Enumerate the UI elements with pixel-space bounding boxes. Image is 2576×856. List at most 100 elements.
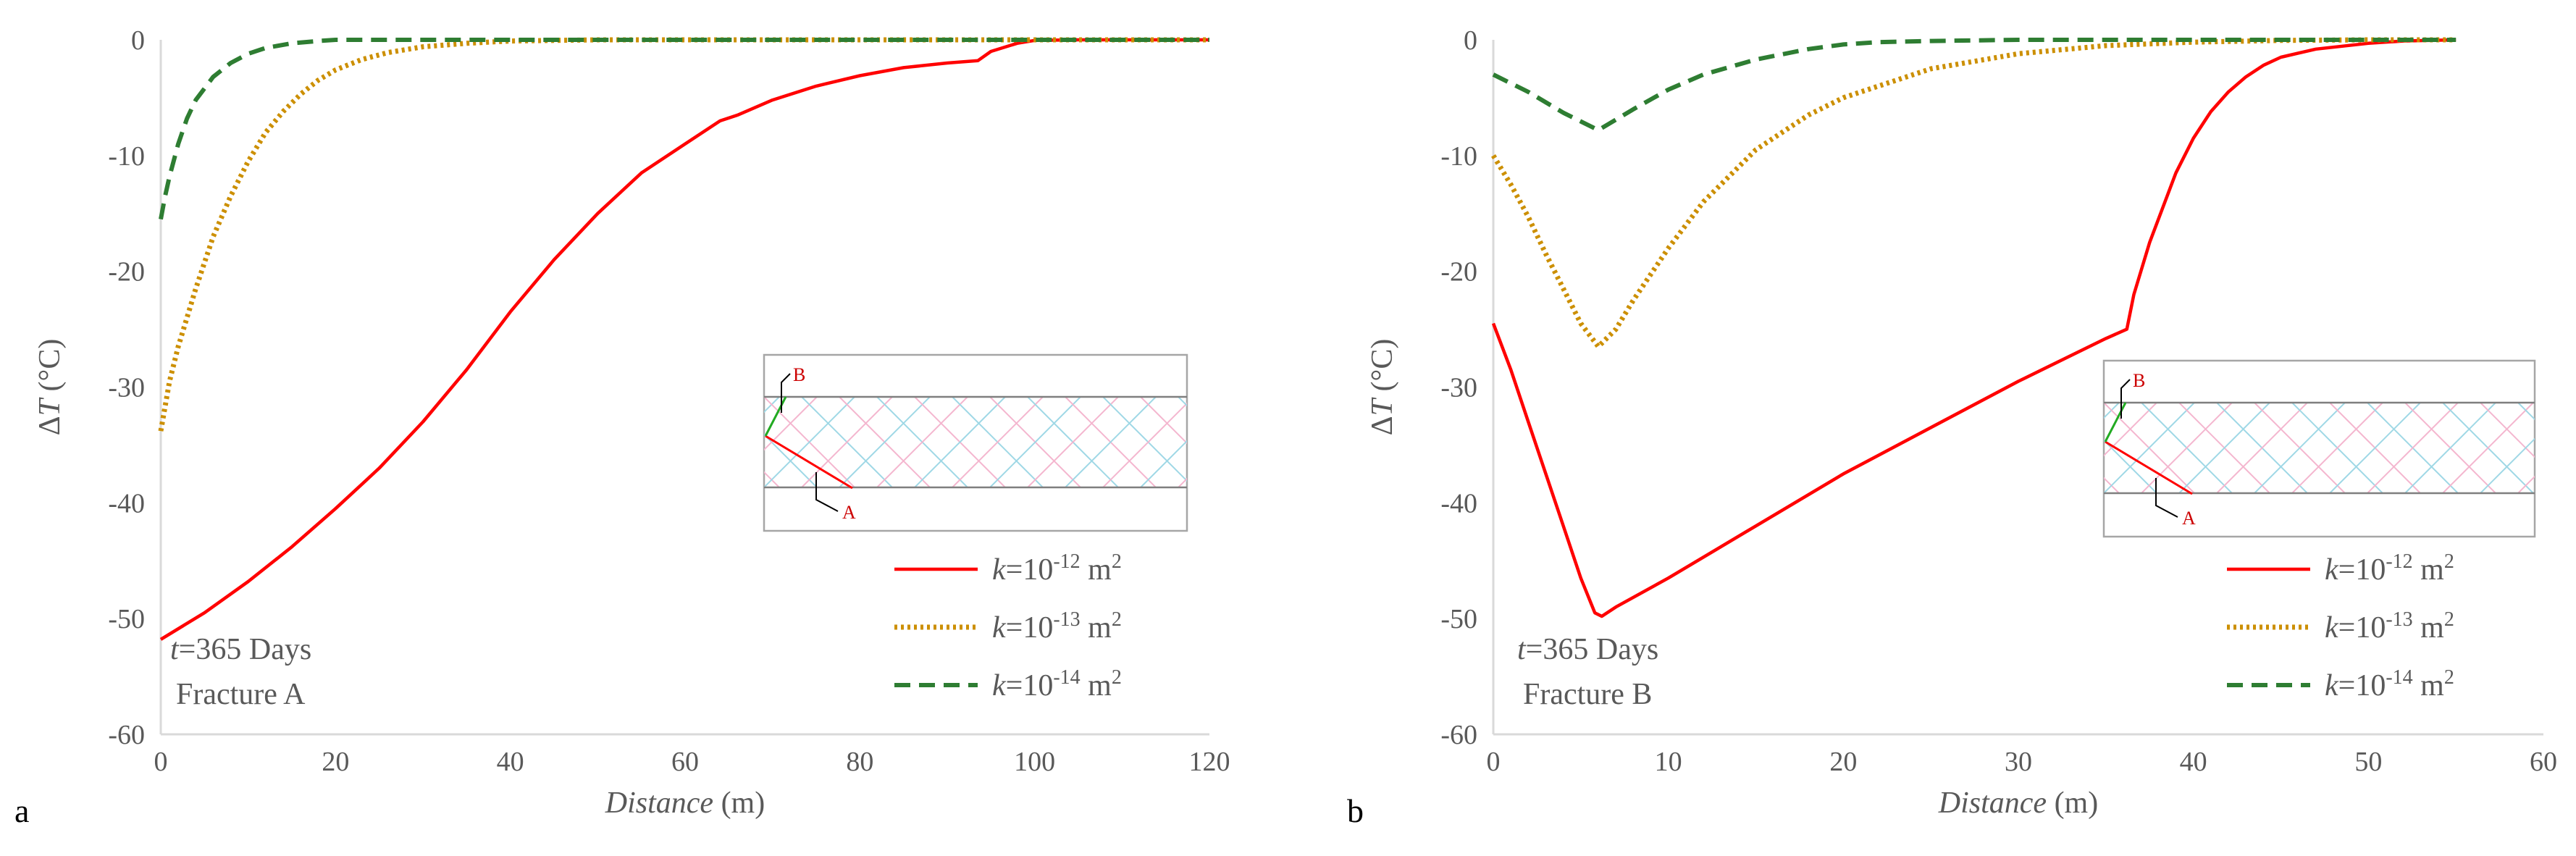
- y-tick-label: -20: [108, 257, 145, 288]
- inset-hatch-line: [2517, 403, 2535, 421]
- x-tick-label: 60: [2530, 747, 2557, 777]
- inset-hatch-line: [764, 397, 818, 451]
- y-tick-label: -20: [1440, 257, 1477, 288]
- inset-hatch-line: [1953, 403, 2044, 493]
- inset-hatch-line: [2556, 403, 2576, 493]
- y-axis-title: ΔT (°C): [1366, 339, 1399, 436]
- legend-k-exponent: -13: [1053, 608, 1080, 631]
- series-line-neg12: [1491, 38, 2457, 618]
- legend-k-base: =10: [2338, 553, 2386, 587]
- x-tick-label: 50: [2354, 747, 2382, 777]
- x-tick-label: 40: [497, 747, 524, 777]
- x-axis-title-var: Distance: [605, 786, 713, 820]
- inset-hatch-line: [1916, 403, 2006, 493]
- inset-hatch-line: [2291, 403, 2383, 493]
- fracture-inset: BA: [576, 353, 1344, 532]
- inset-hatch-line: [2104, 403, 2195, 493]
- legend-entry: k=10-14 m2: [2325, 666, 2454, 702]
- inset-hatch-line: [613, 397, 704, 487]
- inset-hatch-line: [576, 397, 666, 487]
- y-axis-title: ΔT (°C): [33, 339, 67, 436]
- y-axis-title-var: T: [1366, 397, 1399, 416]
- legend-k-exponent: -12: [2386, 550, 2412, 573]
- x-axis-title: Distance (m): [605, 786, 765, 820]
- inset-hatch-line: [2216, 403, 2308, 493]
- y-tick-label: -10: [108, 141, 145, 172]
- inset-hatch-line: [764, 471, 780, 487]
- fracture-annotation: Fracture B: [1523, 678, 1652, 711]
- legend-unit-exponent: 2: [2444, 608, 2454, 631]
- inset-hatch-line: [914, 397, 1006, 487]
- y-axis-title-unit: (°C): [1366, 339, 1399, 399]
- x-tick-label: 30: [2005, 747, 2032, 777]
- inset-hatch-line: [1102, 402, 1187, 487]
- inset-leader-b: [781, 373, 791, 413]
- inset-hatch-line: [2517, 475, 2535, 493]
- inset-hatch-line: [764, 397, 780, 414]
- y-tick-label: -30: [1440, 373, 1477, 403]
- inset-hatch-line: [1140, 440, 1187, 487]
- legend-k-var: k: [992, 553, 1007, 587]
- x-tick-label: 40: [2180, 747, 2207, 777]
- time-annotation-value: =365 Days: [179, 633, 312, 666]
- legend-unit-exponent: 2: [2444, 550, 2454, 573]
- y-axis-title-delta: Δ: [33, 416, 67, 435]
- legend-k-unit: m: [1081, 553, 1112, 587]
- inset-label-a: A: [842, 502, 856, 523]
- panel-letter: b: [1347, 792, 1364, 829]
- y-tick-label: -50: [108, 604, 145, 634]
- inset-hatch-line: [764, 397, 855, 487]
- time-annotation-value: =365 Days: [1526, 633, 1659, 666]
- y-tick-label: -50: [1440, 604, 1477, 634]
- y-axis-title-var: T: [33, 397, 67, 416]
- chart-panel-b: 0 -10 -20 -30 -40 -50 -60 0 10 20 30 40 50 60 Distance…: [1347, 25, 2576, 829]
- inset-hatch-line: [613, 397, 704, 487]
- inset-hatch-line: [1178, 477, 1187, 487]
- inset-hatch-line: [876, 397, 968, 487]
- inset-hatch-line: [839, 397, 931, 487]
- y-tick-label: -60: [108, 720, 145, 750]
- x-tick-label: 10: [1655, 747, 1682, 777]
- time-annotation: t=365 Days: [170, 633, 311, 666]
- series-line-neg12: [159, 38, 1209, 641]
- inset-hatch-line: [1027, 397, 1119, 487]
- inset-label-a: A: [2182, 508, 2196, 529]
- inset-hatch-line: [2254, 403, 2346, 493]
- legend: k=10-12 m2k=10-13 m2k=10-14 m2: [2227, 550, 2454, 702]
- panel-letter: a: [14, 792, 29, 829]
- legend-k-var: k: [2325, 669, 2339, 702]
- inset-hatch-line: [2104, 403, 2120, 419]
- inset-hatch-line: [2556, 403, 2576, 493]
- inset-hatch-line: [2104, 477, 2120, 493]
- fracture-inset: BA: [1916, 359, 2576, 538]
- series-line-neg14: [1492, 38, 2457, 133]
- inset-frame: [763, 353, 1188, 532]
- y-tick-label: 0: [1464, 25, 1477, 56]
- inset-hatch-line: [2104, 403, 2157, 457]
- legend-k-unit: m: [1081, 611, 1112, 645]
- inset-hatch-line: [1216, 397, 1306, 487]
- inset-hatch-line: [1065, 397, 1157, 487]
- legend-k-unit: m: [2413, 553, 2445, 587]
- legend-k-unit: m: [2413, 611, 2445, 645]
- inset-leader-b: [2120, 379, 2131, 419]
- series-line-neg13: [1491, 37, 2457, 350]
- time-annotation-var: t: [170, 633, 180, 666]
- x-tick-label: 20: [322, 747, 349, 777]
- inset-label-b: B: [793, 364, 805, 385]
- inset-hatch-line: [1991, 403, 2081, 493]
- inset-hatch-line: [576, 397, 666, 487]
- legend-k-var: k: [992, 669, 1007, 702]
- y-tick-label: 0: [131, 25, 145, 56]
- legend-k-var: k: [2325, 611, 2339, 645]
- legend-k-exponent: -14: [1053, 666, 1080, 689]
- inset-frame: [2102, 359, 2536, 538]
- inset-hatch: [576, 397, 1344, 487]
- legend-unit-exponent: 2: [1112, 550, 1122, 573]
- x-axis-title-unit: (m): [2047, 786, 2098, 820]
- legend-k-exponent: -13: [2386, 608, 2412, 631]
- inset-hatch-line: [1254, 397, 1344, 487]
- inset-hatch-line: [1216, 397, 1306, 487]
- x-tick-label: 60: [671, 747, 699, 777]
